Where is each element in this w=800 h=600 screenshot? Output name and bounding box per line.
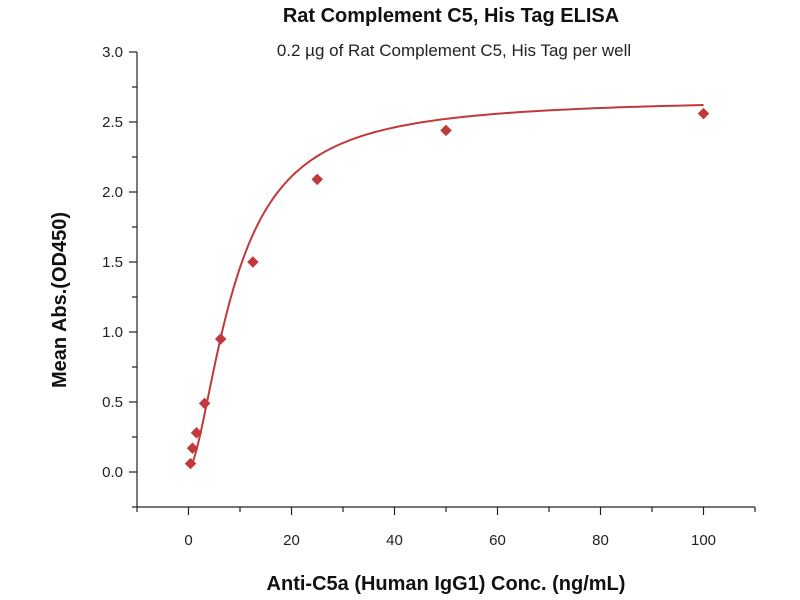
data-point: [190, 426, 203, 439]
y-tick-label: 1.0: [102, 324, 123, 341]
x-tick-label: 100: [691, 532, 716, 549]
data-points: [184, 107, 710, 470]
data-point: [440, 124, 452, 137]
axes: [136, 52, 755, 508]
data-point: [697, 107, 710, 120]
chart-title: Rat Complement C5, His Tag ELISA: [283, 5, 619, 27]
x-tick-label: 80: [592, 532, 609, 549]
y-tick-label: 3.0: [102, 44, 123, 61]
chart-subtitle: 0.2 µg of Rat Complement C5, His Tag per…: [277, 41, 631, 60]
x-tick-label: 40: [386, 532, 403, 549]
x-axis-ticks: 0 20 40 60 80 100: [136, 507, 756, 549]
data-point: [311, 173, 324, 186]
data-point: [186, 442, 199, 455]
fit-curve: [189, 104, 704, 468]
y-tick-label: 0.0: [102, 464, 123, 481]
data-point: [198, 397, 211, 410]
data-point: [247, 256, 259, 268]
x-axis-label: Anti-C5a (Human IgG1) Conc. (ng/mL): [267, 573, 626, 595]
data-point: [214, 333, 227, 345]
y-axis-label: Mean Abs.(OD450): [49, 212, 71, 388]
y-tick-label: 2.5: [102, 114, 123, 131]
data-point: [184, 457, 197, 470]
fit-curve-group: [189, 104, 704, 468]
y-axis-ticks: 0.0 0.5 1.0 1.5 2.0 2.5 3.0: [102, 44, 137, 508]
x-tick-label: 60: [489, 532, 506, 549]
x-tick-label: 20: [283, 532, 300, 549]
y-tick-label: 2.0: [102, 184, 123, 201]
y-tick-label: 0.5: [102, 394, 123, 411]
y-tick-label: 1.5: [102, 254, 123, 271]
x-tick-label: 0: [184, 532, 192, 549]
